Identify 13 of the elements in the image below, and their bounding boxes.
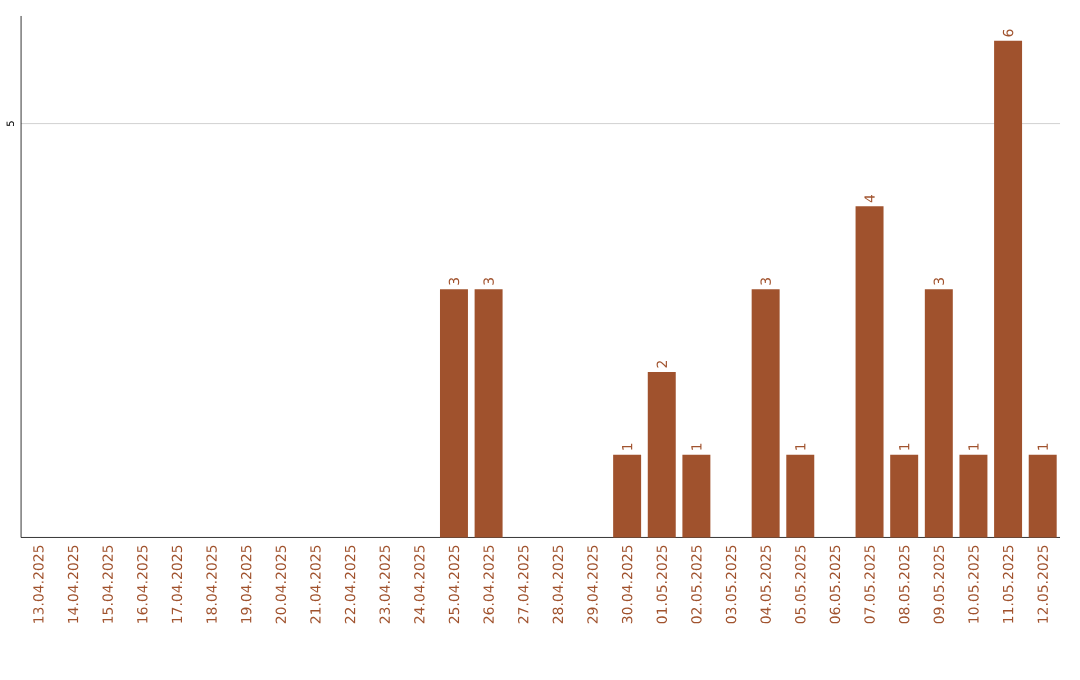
bar [647,372,676,538]
bar [786,455,815,538]
bar [751,289,780,538]
bar [994,41,1023,538]
bar [1028,455,1057,538]
bar [613,455,642,538]
bar [439,289,468,538]
bar [924,289,953,538]
bar [682,455,711,538]
bar [959,455,988,538]
bar [890,455,919,538]
bar [474,289,503,538]
bar [855,206,884,538]
